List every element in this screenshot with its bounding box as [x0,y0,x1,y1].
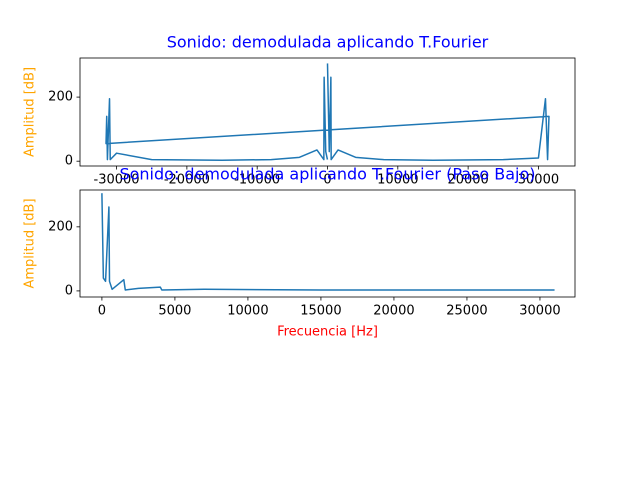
data-line [101,193,555,291]
x-tick-label: 0 [323,173,331,188]
x-tick-label: 0 [98,304,106,319]
x-axis-label: Frecuencia [Hz] [277,325,378,340]
chart-title: Sonido: demodulada aplicando T.Fourier (… [119,165,535,184]
y-axis-label: Amplitud [dB] [23,67,38,157]
y-tick-label: 200 [48,90,73,105]
x-tick-label: 25000 [446,304,487,319]
axes-frame [79,189,576,298]
x-tick-label: 10000 [377,173,418,188]
x-tick-label: 15000 [300,304,341,319]
x-tick-label: 30000 [519,304,560,319]
x-tick-label: 10000 [227,304,268,319]
y-tick-label: 0 [65,154,73,169]
y-tick-label: 0 [65,283,73,298]
chart-title: Sonido: demodulada aplicando T.Fourier [167,33,489,52]
x-tick-label: -10000 [234,173,280,188]
x-tick-label: -20000 [164,173,210,188]
x-tick-label: 20000 [447,173,488,188]
x-tick-label: 5000 [158,304,191,319]
x-tick-label: 30000 [518,173,559,188]
data-line [105,63,550,161]
x-tick-label: -30000 [94,173,140,188]
y-axis-label: Amplitud [dB] [23,198,38,288]
x-tick-label: 20000 [373,304,414,319]
y-tick-label: 200 [48,219,73,234]
